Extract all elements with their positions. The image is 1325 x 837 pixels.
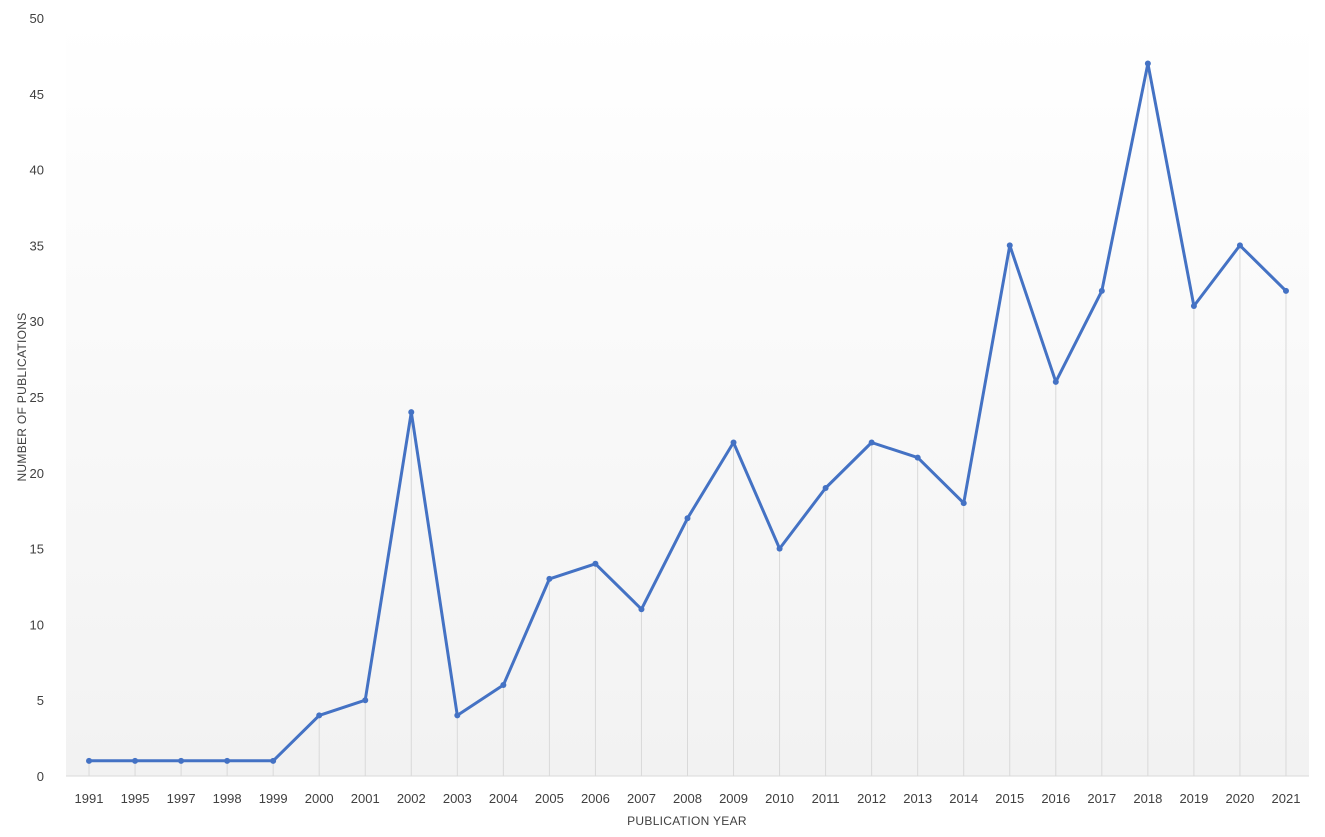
x-tick-label: 2005 bbox=[535, 791, 564, 806]
x-tick-label: 2019 bbox=[1179, 791, 1208, 806]
x-tick-label: 1998 bbox=[213, 791, 242, 806]
y-tick-label: 15 bbox=[30, 542, 44, 557]
data-point bbox=[132, 757, 139, 764]
data-point bbox=[1098, 287, 1105, 294]
data-point bbox=[454, 712, 461, 719]
data-point bbox=[316, 712, 323, 719]
x-tick-label: 2003 bbox=[443, 791, 472, 806]
data-point bbox=[730, 439, 737, 446]
x-tick-label: 2008 bbox=[673, 791, 702, 806]
x-tick-label: 2009 bbox=[719, 791, 748, 806]
x-tick-label: 2006 bbox=[581, 791, 610, 806]
data-point bbox=[270, 757, 277, 764]
y-tick-label: 5 bbox=[37, 693, 44, 708]
data-point bbox=[178, 757, 185, 764]
data-point bbox=[1144, 60, 1151, 67]
x-tick-label: 2014 bbox=[949, 791, 978, 806]
data-point bbox=[362, 697, 369, 704]
y-tick-label: 45 bbox=[30, 87, 44, 102]
data-point bbox=[592, 560, 599, 567]
x-tick-label: 2020 bbox=[1225, 791, 1254, 806]
x-tick-label: 2011 bbox=[812, 791, 840, 806]
y-tick-label: 40 bbox=[30, 163, 44, 178]
series-markers bbox=[86, 60, 1289, 764]
x-tick-label: 2013 bbox=[903, 791, 932, 806]
data-point bbox=[776, 545, 783, 552]
x-tick-label: 2016 bbox=[1041, 791, 1070, 806]
x-tick-label: 1997 bbox=[167, 791, 196, 806]
x-tick-label: 2017 bbox=[1087, 791, 1116, 806]
data-point bbox=[500, 682, 507, 689]
x-tick-label: 1991 bbox=[75, 791, 104, 806]
data-point bbox=[1006, 242, 1013, 249]
y-axis-title: NUMBER OF PUBLICATIONS bbox=[15, 312, 29, 481]
data-point bbox=[1052, 378, 1059, 385]
data-point bbox=[822, 484, 829, 491]
y-tick-label: 20 bbox=[30, 466, 44, 481]
data-point bbox=[638, 606, 645, 613]
x-tick-label: 2001 bbox=[351, 791, 380, 806]
data-point bbox=[868, 439, 875, 446]
x-tick-label: 2015 bbox=[995, 791, 1024, 806]
data-point bbox=[546, 575, 553, 582]
data-point bbox=[408, 409, 415, 416]
data-point bbox=[1282, 287, 1289, 294]
x-tick-label: 2007 bbox=[627, 791, 656, 806]
data-point bbox=[224, 757, 231, 764]
x-axis-title: PUBLICATION YEAR bbox=[627, 814, 747, 828]
x-axis-tick-labels: 1991 1995 1997 1998 1999 2000 2001 2002 2003 2004… bbox=[75, 791, 1301, 806]
y-tick-label: 25 bbox=[30, 390, 44, 405]
y-tick-label: 50 bbox=[30, 11, 44, 26]
drop-lines bbox=[88, 63, 1287, 776]
y-tick-label: 35 bbox=[30, 238, 44, 253]
x-tick-label: 2018 bbox=[1133, 791, 1162, 806]
y-axis-tick-labels: 0 5 10 15 20 25 30 35 40 45 50 bbox=[30, 11, 44, 784]
x-tick-label: 2021 bbox=[1272, 791, 1301, 806]
y-tick-label: 30 bbox=[30, 314, 44, 329]
y-tick-label: 10 bbox=[30, 617, 44, 632]
x-tick-label: 2010 bbox=[765, 791, 794, 806]
data-point bbox=[914, 454, 921, 461]
x-tick-label: 2012 bbox=[857, 791, 886, 806]
data-point bbox=[1236, 242, 1243, 249]
data-point bbox=[960, 500, 967, 507]
x-tick-label: 2004 bbox=[489, 791, 518, 806]
x-tick-label: 2002 bbox=[397, 791, 426, 806]
data-point bbox=[86, 757, 93, 764]
data-point bbox=[1190, 303, 1197, 310]
y-tick-label: 0 bbox=[37, 769, 44, 784]
x-tick-label: 1999 bbox=[259, 791, 288, 806]
x-tick-label: 1995 bbox=[121, 791, 150, 806]
data-point bbox=[684, 515, 691, 522]
x-tick-label: 2000 bbox=[305, 791, 334, 806]
